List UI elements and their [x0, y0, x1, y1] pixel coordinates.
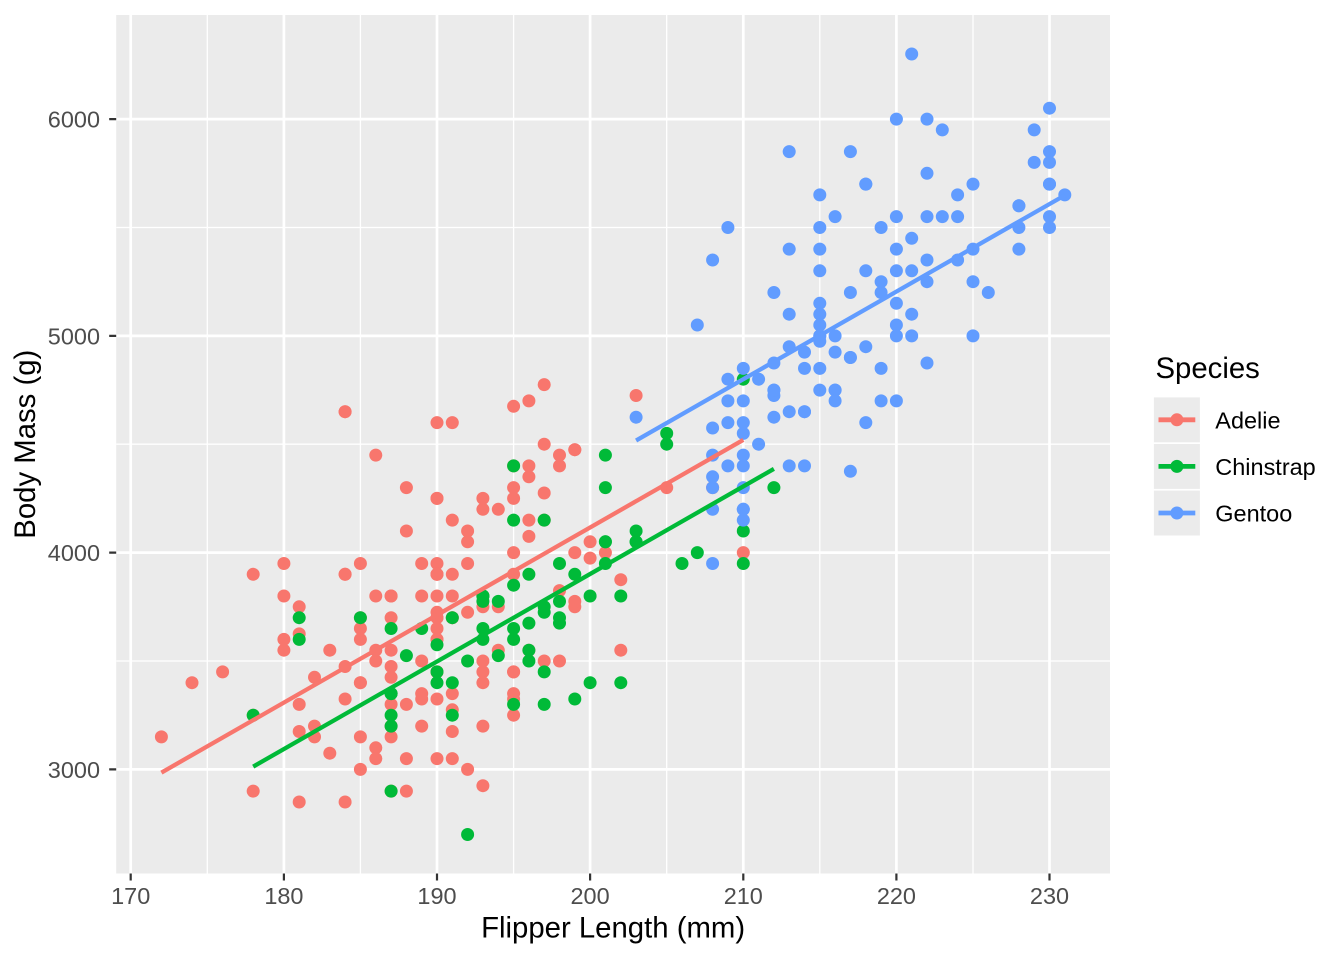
svg-text:Chinstrap: Chinstrap — [1215, 454, 1315, 480]
svg-text:6000: 6000 — [48, 107, 100, 133]
svg-text:210: 210 — [724, 883, 763, 909]
svg-text:5000: 5000 — [48, 323, 100, 349]
svg-text:230: 230 — [1030, 883, 1069, 909]
svg-text:220: 220 — [877, 883, 916, 909]
svg-text:Flipper Length (mm): Flipper Length (mm) — [481, 911, 745, 944]
svg-text:170: 170 — [111, 883, 150, 909]
svg-text:4000: 4000 — [48, 540, 100, 566]
svg-text:Body Mass (g): Body Mass (g) — [9, 350, 42, 539]
svg-text:200: 200 — [571, 883, 610, 909]
svg-text:180: 180 — [264, 883, 303, 909]
svg-text:3000: 3000 — [48, 757, 100, 783]
svg-text:Gentoo: Gentoo — [1215, 501, 1292, 527]
svg-text:Adelie: Adelie — [1215, 407, 1280, 433]
svg-text:190: 190 — [417, 883, 456, 909]
svg-text:Species: Species — [1156, 352, 1260, 385]
